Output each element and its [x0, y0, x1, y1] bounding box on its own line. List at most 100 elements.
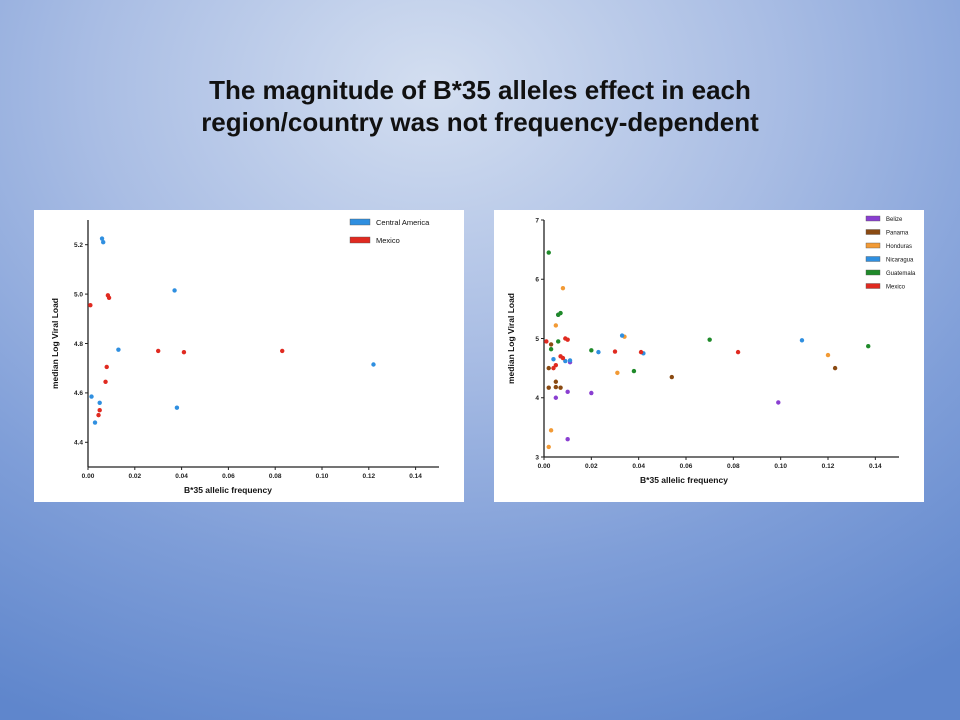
data-point-belize	[776, 400, 781, 405]
y-tick-label: 5	[535, 336, 539, 343]
data-point-mexico	[553, 362, 559, 368]
slide-title-line-1: The magnitude of B*35 alleles effect in …	[209, 75, 751, 105]
data-point-panama	[832, 365, 838, 371]
data-point-central-america	[97, 400, 102, 405]
legend-label-belize: Belize	[886, 217, 903, 223]
y-axis-title: median Log Viral Load	[50, 298, 60, 389]
data-point-honduras	[548, 428, 554, 433]
slide-title-line-2: region/country was not frequency-depende…	[201, 107, 759, 137]
data-point-guatemala	[558, 310, 563, 316]
y-tick-label: 4	[535, 395, 539, 402]
scatter-chart-countries: 0.00 0.02 0.04 0.06 0.08 0.10 0.12 0.14 3 4 5 6 7 B*3…	[506, 215, 916, 485]
data-point-nicaragua	[551, 357, 556, 362]
data-point-mexico	[638, 349, 644, 355]
data-point-honduras	[615, 370, 620, 376]
legend-swatch-nicaragua	[865, 256, 881, 262]
chart-panel-countries: 0.00 0.02 0.04 0.06 0.08 0.10 0.12 0.14 3 4 5 6 7 B*3…	[494, 210, 924, 502]
data-point-nicaragua	[799, 338, 805, 343]
data-point-mexico	[97, 407, 102, 413]
x-tick-label: 0.12	[822, 463, 835, 470]
data-point-mexico	[565, 337, 570, 342]
data-point-mexico	[106, 295, 112, 301]
data-point-mexico	[156, 348, 161, 354]
data-point-panama	[553, 384, 559, 390]
data-point-mexico	[560, 355, 566, 361]
legend-swatch-belize	[865, 215, 881, 222]
data-point-panama	[558, 385, 563, 390]
legend-swatch-honduras	[865, 242, 881, 249]
data-point-nicaragua	[567, 358, 573, 363]
y-tick-label: 4.6	[74, 390, 83, 397]
data-point-guatemala	[556, 339, 561, 344]
data-point-central-america	[89, 394, 94, 399]
legend-swatch-central-america	[349, 218, 371, 226]
legend-swatch-guatemala	[865, 269, 881, 276]
slide-title: The magnitude of B*35 alleles effect in …	[60, 74, 900, 138]
data-point-mexico	[735, 349, 741, 355]
x-tick-label: 0.06	[222, 473, 235, 480]
data-point-central-america	[172, 288, 177, 293]
x-tick-label: 0.08	[269, 473, 282, 480]
data-point-central-america	[371, 362, 376, 367]
scatter-chart-regions: 0.00 0.02 0.04 0.06 0.08 0.10 0.12 0.14 4.4 4.6 4.…	[50, 218, 439, 495]
legend-swatch-mexico	[349, 236, 371, 244]
x-tick-label: 0.10	[774, 463, 787, 470]
y-tick-label: 6	[535, 277, 539, 284]
x-tick-label: 0.00	[538, 463, 551, 470]
y-axis-title: median Log Viral Load	[506, 293, 516, 384]
y-tick-label: 5.2	[74, 242, 83, 249]
x-tick-label: 0.08	[727, 463, 740, 470]
data-point-guatemala	[589, 348, 594, 353]
data-point-guatemala	[546, 250, 551, 255]
data-point-guatemala	[631, 368, 637, 374]
data-point-central-america	[92, 420, 98, 425]
legend-label-central-america: Central America	[376, 218, 430, 227]
x-tick-label: 0.10	[316, 473, 329, 480]
data-point-belize	[565, 437, 570, 442]
data-point-central-america	[99, 236, 105, 241]
y-tick-label: 5.0	[74, 291, 83, 298]
data-point-mexico	[96, 412, 101, 418]
data-point-belize	[553, 395, 559, 400]
y-tick-label: 7	[535, 217, 539, 224]
data-point-honduras	[825, 352, 831, 358]
y-tick-label: 4.8	[74, 341, 83, 348]
legend-label-honduras: Honduras	[886, 244, 912, 250]
legend-label-mexico: Mexico	[376, 236, 400, 245]
legend-label-guatemala: Guatemala	[886, 271, 916, 277]
y-tick-label: 3	[535, 454, 539, 461]
legend-label-panama: Panama	[886, 231, 909, 237]
data-point-panama	[546, 365, 551, 371]
data-point-nicaragua	[563, 358, 568, 364]
data-point-nicaragua	[619, 333, 625, 338]
data-point-panama	[669, 374, 674, 380]
x-tick-label: 0.02	[128, 473, 141, 480]
data-point-belize	[589, 390, 594, 396]
data-point-mexico	[280, 348, 285, 354]
x-axis-title: B*35 allelic frequency	[184, 485, 272, 495]
x-tick-label: 0.06	[680, 463, 693, 470]
legend-label-mexico: Mexico	[886, 285, 906, 291]
legend-swatch-panama	[865, 229, 881, 235]
data-point-panama	[553, 379, 559, 384]
x-tick-label: 0.04	[175, 473, 188, 480]
x-tick-label: 0.00	[82, 473, 95, 480]
data-point-central-america	[174, 405, 180, 410]
x-tick-label: 0.14	[869, 463, 882, 470]
x-axis-title: B*35 allelic frequency	[640, 475, 728, 485]
data-point-honduras	[553, 323, 559, 328]
chart-panel-regions: 0.00 0.02 0.04 0.06 0.08 0.10 0.12 0.14 4.4 4.6 4.…	[34, 210, 464, 502]
legend-label-nicaragua: Nicaragua	[886, 258, 914, 264]
data-point-guatemala	[707, 337, 712, 342]
data-point-mexico	[612, 349, 618, 354]
data-point-panama	[546, 385, 551, 390]
data-point-central-america	[116, 347, 121, 352]
data-point-honduras	[560, 285, 566, 291]
x-tick-label: 0.04	[632, 463, 645, 470]
data-point-mexico	[181, 349, 187, 355]
data-point-mexico	[88, 303, 93, 308]
data-point-guatemala	[548, 346, 554, 352]
data-point-guatemala	[866, 344, 871, 349]
data-point-honduras	[546, 444, 551, 450]
data-point-belize	[565, 389, 570, 395]
